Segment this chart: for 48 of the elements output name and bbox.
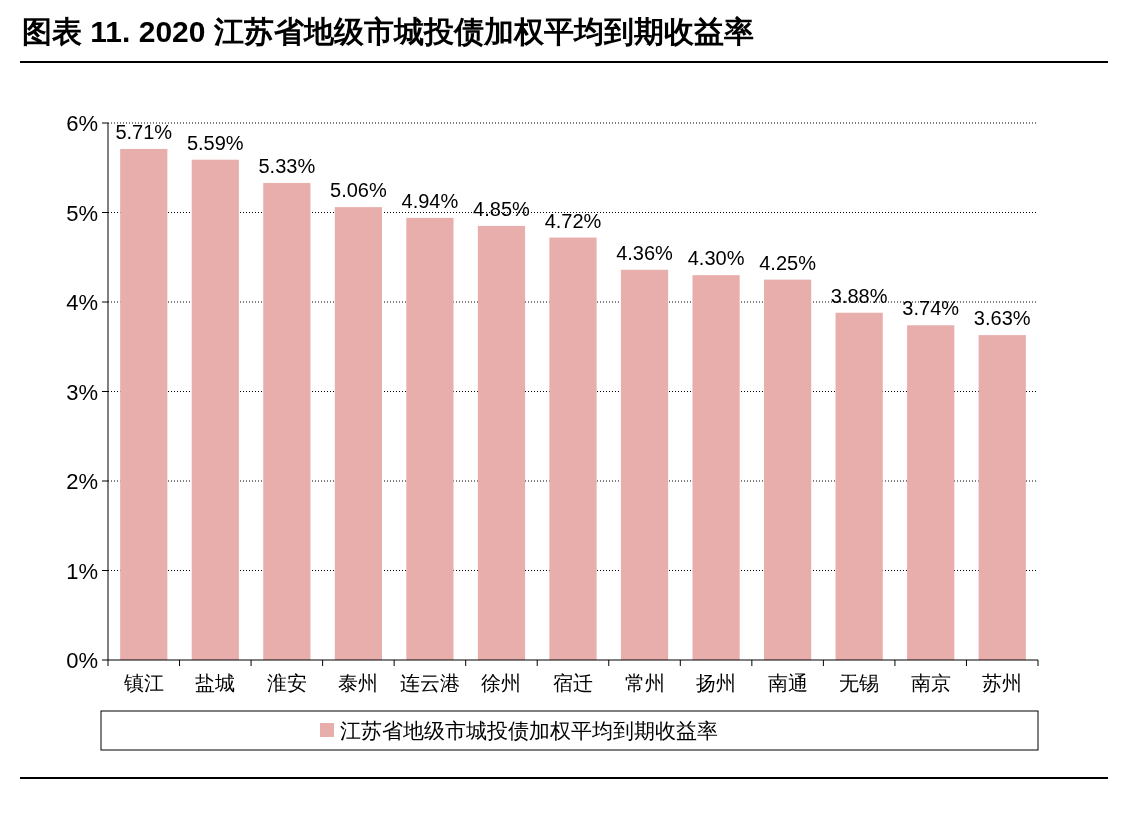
bar (835, 312, 883, 660)
y-tick-label: 6% (66, 111, 98, 136)
bar (334, 207, 382, 660)
x-tick-label: 镇江 (122, 672, 164, 694)
x-tick-label: 徐州 (481, 672, 522, 694)
bar (620, 269, 669, 660)
data-label: 4.72% (544, 209, 602, 232)
x-tick-label: 宿迁 (553, 672, 593, 694)
bar (549, 237, 597, 660)
y-tick-label: 2% (66, 469, 98, 494)
x-tick-label: 淮安 (266, 672, 307, 694)
x-tick-label: 无锡 (839, 672, 880, 694)
bar (978, 335, 1026, 660)
data-label: 4.85% (473, 197, 531, 220)
y-tick-label: 1% (66, 558, 98, 584)
data-label: 5.71% (115, 120, 173, 143)
y-tick-label: 4% (66, 290, 98, 315)
x-tick-label: 泰州 (338, 672, 379, 694)
chart-title: 图表 11. 2020 江苏省地级市城投债加权平均到期收益率 (22, 15, 754, 48)
x-tick-label: 苏州 (982, 672, 1023, 694)
bar (263, 182, 311, 660)
data-label: 3.63% (973, 307, 1031, 330)
data-label: 5.33% (258, 154, 316, 177)
x-tick-label: 扬州 (696, 672, 737, 694)
bar (477, 225, 526, 660)
data-label: 4.94% (401, 189, 459, 212)
y-tick-label: 3% (66, 379, 98, 405)
data-label: 5.59% (186, 131, 244, 154)
data-label: 5.06% (330, 179, 387, 202)
y-tick-label: 0% (66, 648, 98, 673)
data-label: 3.74% (902, 297, 960, 320)
bar (406, 217, 454, 660)
data-label: 4.30% (687, 247, 745, 270)
bar (692, 275, 740, 660)
x-tick-label: 南通 (767, 672, 808, 694)
bar (907, 325, 955, 660)
bar (764, 279, 812, 660)
x-tick-label: 南京 (910, 672, 951, 694)
y-tick-label: 5% (66, 200, 98, 226)
x-tick-label: 盐城 (195, 672, 236, 694)
x-tick-label: 常州 (624, 672, 665, 694)
legend-label: 江苏省地级市城投债加权平均到期收益率 (340, 719, 718, 742)
data-label: 4.36% (616, 241, 674, 264)
data-label: 3.88% (830, 284, 888, 307)
bar (191, 159, 239, 660)
x-tick-label: 连云港 (399, 672, 460, 694)
bar (120, 148, 168, 660)
data-label: 4.25% (759, 251, 817, 274)
